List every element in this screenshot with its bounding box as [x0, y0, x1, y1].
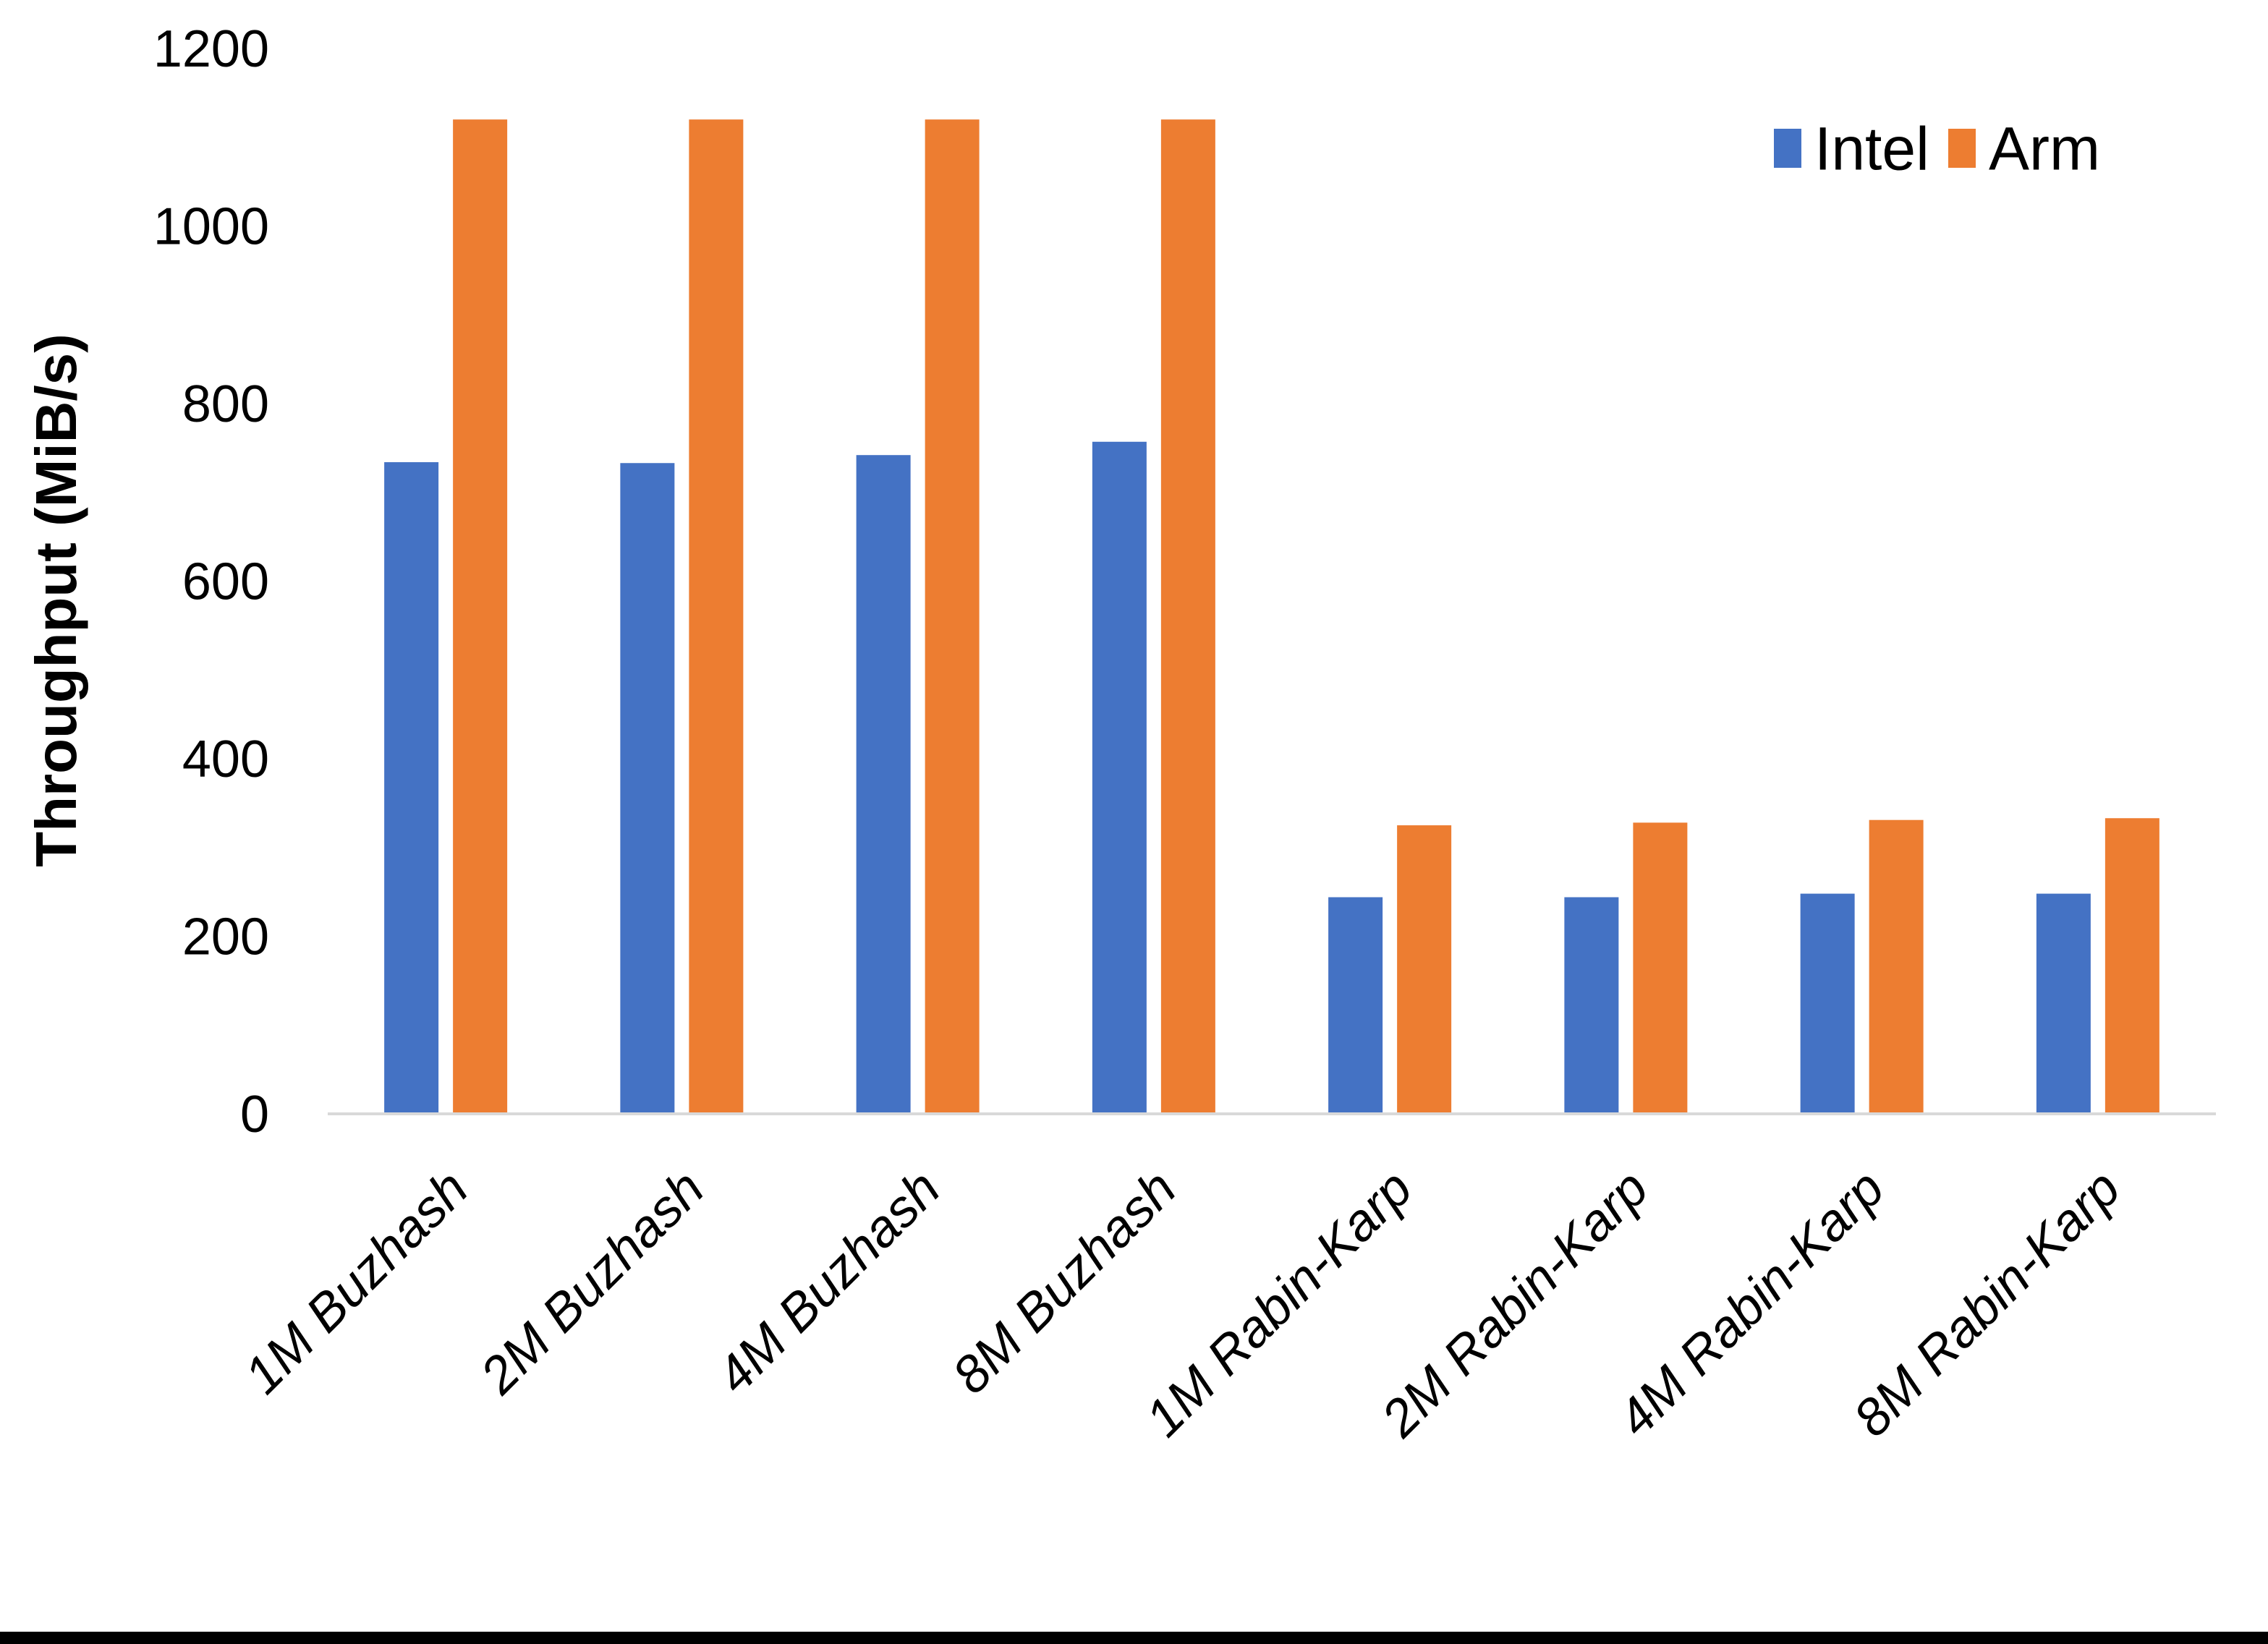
bar-arm-4m-rabin-karp	[1869, 819, 1924, 1114]
legend-swatch-arm	[1948, 129, 1976, 168]
bottom-border	[0, 1632, 2268, 1644]
bar-intel-4m-buzhash	[856, 455, 911, 1114]
bars-group	[384, 119, 2159, 1115]
bar-arm-2m-rabin-karp	[1633, 822, 1688, 1114]
y-axis-tick-label: 1000	[153, 198, 269, 256]
bar-intel-2m-rabin-karp	[1564, 897, 1619, 1114]
y-axis-ticks: 0 200 400 600 800 1000 1200	[153, 20, 269, 1143]
bar-intel-1m-rabin-karp	[1328, 897, 1383, 1114]
y-axis-tick-label: 200	[182, 908, 269, 966]
bar-arm-1m-buzhash	[453, 119, 508, 1115]
y-axis-tick-label: 800	[182, 375, 269, 433]
bar-intel-2m-buzhash	[620, 463, 675, 1114]
y-axis-tick-label: 1200	[153, 20, 269, 78]
legend-label: Arm	[1989, 114, 2100, 182]
legend-label: Intel	[1814, 114, 1929, 182]
bar-intel-1m-buzhash	[384, 462, 439, 1114]
bar-intel-8m-buzhash	[1092, 441, 1147, 1114]
bar-arm-8m-buzhash	[1160, 119, 1215, 1115]
bar-arm-2m-buzhash	[689, 119, 744, 1115]
bar-arm-8m-rabin-karp	[2105, 818, 2159, 1114]
bar-intel-4m-rabin-karp	[1800, 893, 1855, 1114]
bar-arm-4m-buzhash	[925, 119, 980, 1115]
bar-intel-8m-rabin-karp	[2036, 893, 2091, 1114]
x-axis-line	[328, 1112, 2216, 1115]
legend-item-intel: Intel	[1774, 114, 1929, 182]
bar-arm-1m-rabin-karp	[1397, 825, 1452, 1114]
y-axis-title: Throughput (MiB/s)	[24, 333, 88, 867]
legend-swatch-intel	[1774, 129, 1801, 168]
legend-item-arm: Arm	[1948, 114, 2100, 182]
legend: Intel Arm	[1774, 114, 2100, 182]
y-axis-tick-label: 400	[182, 731, 269, 788]
y-axis-tick-label: 600	[182, 553, 269, 611]
y-axis-tick-label: 0	[240, 1086, 269, 1143]
